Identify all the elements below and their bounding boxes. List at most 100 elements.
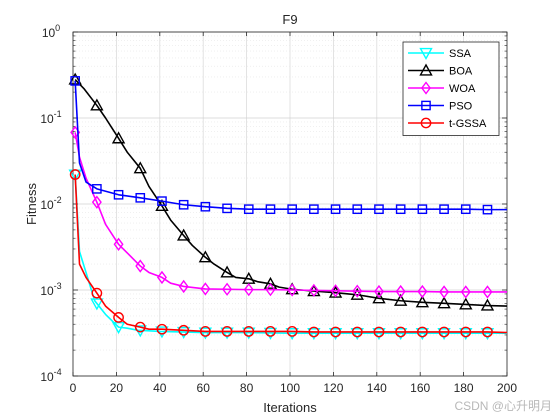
series-woa [70,125,507,299]
legend-label-boa: BOA [449,66,473,78]
data-point-ssa [459,328,473,341]
legend-marker-boa [419,63,433,76]
data-point-t-gssa [416,326,428,338]
data-point-woa [265,282,276,297]
series-line-t-gssa [74,174,508,334]
data-point-pso [243,204,254,215]
x-tick-label: 100 [280,381,300,395]
x-tick-label: 160 [410,381,430,395]
x-tick-label: 120 [323,381,343,395]
data-point-ssa [242,327,256,340]
data-point-pso [330,204,341,215]
data-point-pso [374,204,384,215]
x-tick-label: 80 [240,381,254,395]
data-point-boa [220,265,234,278]
data-point-ssa [155,326,169,339]
data-point-ssa [198,327,213,340]
data-point-t-gssa [330,326,341,338]
chart-title: F9 [282,12,297,27]
y-tick-label: 10-4 [40,367,61,384]
data-point-boa [393,293,408,306]
data-point-woa [287,283,298,297]
data-point-t-gssa [351,326,363,338]
x-tick-label: 180 [454,381,474,395]
data-point-woa [200,282,211,296]
axis-ticks: 0 20 40 60 80 100 120 140 160 180 200 10-4 10-3 10-2 1… [40,23,517,395]
data-point-woa [156,270,167,285]
data-point-ssa [372,328,386,341]
data-point-ssa [220,327,234,340]
data-point-boa [372,291,386,304]
data-point-t-gssa [265,326,276,337]
data-point-pso [287,204,297,215]
data-point-t-gssa [221,326,233,337]
x-axis-label: Iterations [263,400,317,415]
data-point-pso [352,204,363,215]
data-point-pso [92,184,102,194]
data-point-boa [480,298,495,311]
data-point-woa [91,195,102,209]
data-point-ssa [415,328,430,341]
y-axis-label: Fitness [24,183,39,225]
data-point-boa [176,228,191,241]
data-point-ssa [437,328,451,341]
data-point-pso [70,76,80,86]
y-tick-label: 10-1 [40,109,61,126]
series-line-woa [74,132,507,293]
data-point-ssa [176,326,191,339]
data-point-ssa [393,328,408,341]
series-line-pso [74,80,507,211]
data-point-ssa [328,328,343,341]
data-point-boa [437,296,451,309]
data-point-ssa [263,327,278,340]
data-point-t-gssa [286,326,298,337]
data-point-t-gssa [178,324,190,336]
data-point-boa [198,250,213,263]
data-point-t-gssa [373,326,385,338]
data-point-pso [395,204,406,215]
data-point-woa [395,284,406,299]
data-point-pso [135,192,146,203]
legend: SSA BOA WOA PSO t-GSSA [402,41,500,136]
data-point-woa [439,285,450,299]
series-ssa [68,169,507,341]
data-point-t-gssa [156,323,168,335]
data-point-pso [113,189,124,200]
data-point-t-gssa [243,326,255,337]
data-point-woa [417,284,428,299]
data-point-ssa [350,328,364,341]
data-point-woa [460,285,471,299]
data-point-boa [90,98,104,111]
data-point-ssa [90,298,104,311]
data-point-woa [352,284,363,298]
legend-label-woa: WOA [449,83,476,95]
data-point-t-gssa [438,326,450,338]
x-tick-label: 20 [110,381,124,395]
data-point-woa [243,282,254,297]
data-point-pso [222,203,232,214]
data-point-t-gssa [69,169,81,180]
data-point-boa [459,297,473,310]
data-point-t-gssa [482,326,493,338]
data-point-boa [133,161,147,174]
y-tick-label: 10-2 [40,195,61,212]
x-tick-label: 40 [153,381,167,395]
data-point-boa [111,131,126,144]
series-line-boa [74,78,508,307]
watermark: CSDN @心升明月 [454,399,552,413]
data-point-woa [373,284,384,299]
x-tick-label: 200 [497,381,517,395]
data-point-boa [415,295,430,308]
data-point-boa [263,276,278,289]
data-point-woa [113,237,124,251]
legend-marker-pso [421,100,431,111]
legend-label-pso: PSO [449,101,473,113]
series-pso [70,76,507,215]
legend-marker-woa [421,81,431,95]
data-point-pso [439,204,449,215]
data-point-t-gssa [460,326,472,338]
data-point-pso [482,204,493,215]
data-point-pso [200,201,211,212]
y-tick-label: 100 [42,23,60,40]
